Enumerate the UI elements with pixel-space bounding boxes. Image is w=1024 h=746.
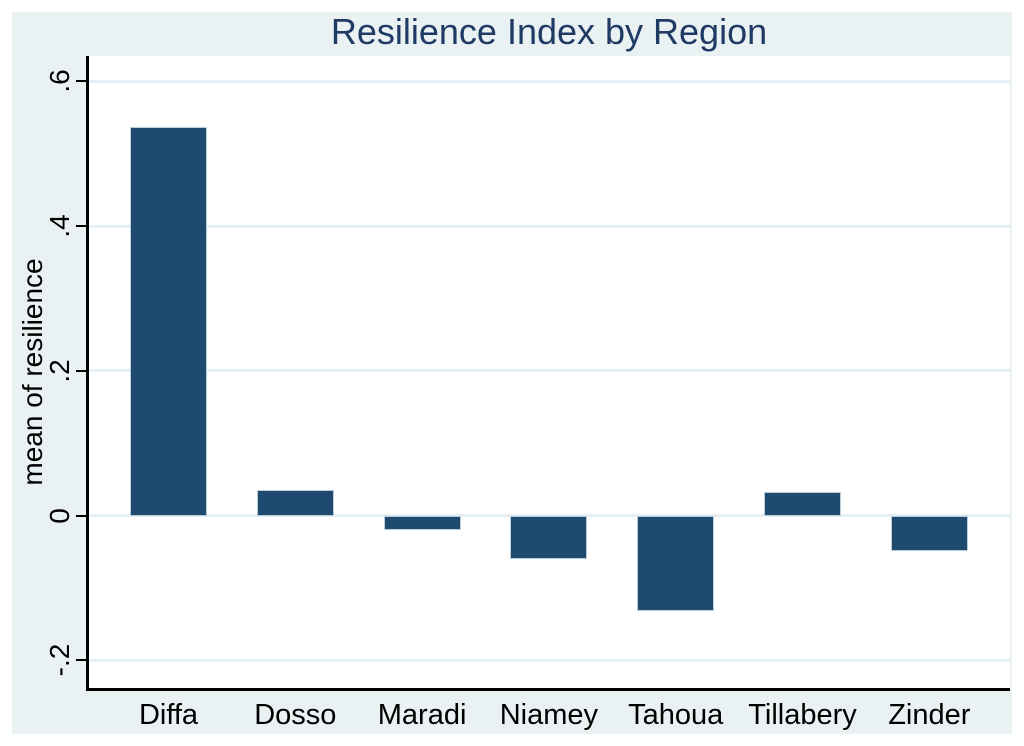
bar-zinder [890,515,968,552]
y-tick [76,80,88,83]
bar-tillabery [764,491,841,516]
bar-niamey [510,515,588,560]
x-axis-label-tahoua: Tahoua [628,699,724,731]
bar-tahoua [637,515,715,611]
y-tick-label: -.2 [44,644,75,677]
y-tick [76,659,88,662]
y-tick [76,514,88,517]
x-axis-label-maradi: Maradi [377,699,467,731]
x-axis-label-zinder: Zinder [888,699,971,731]
gridline [88,369,1010,373]
y-tick [76,369,88,372]
x-axis-line [86,687,1010,691]
x-axis-label-tillabery: Tillabery [748,699,857,731]
y-tick-label: .2 [44,359,75,383]
x-axis-label-niamey: Niamey [499,699,599,731]
bar-dosso [256,489,334,516]
y-tick-label: 0 [44,507,75,524]
y-tick-label: .4 [44,214,75,238]
y-tick [76,225,88,228]
gridline [88,658,1010,662]
bar-maradi [383,515,461,531]
plot-area [88,56,1010,688]
chart-title: Resilience Index by Region [330,11,768,52]
y-axis-line [86,56,89,690]
x-axis-label-dosso: Dosso [254,699,337,731]
gridline [88,224,1010,228]
x-axis-label-diffa: Diffa [138,699,199,731]
gridline [88,79,1010,83]
y-tick-label: .6 [44,69,75,94]
bar-diffa [130,126,207,516]
